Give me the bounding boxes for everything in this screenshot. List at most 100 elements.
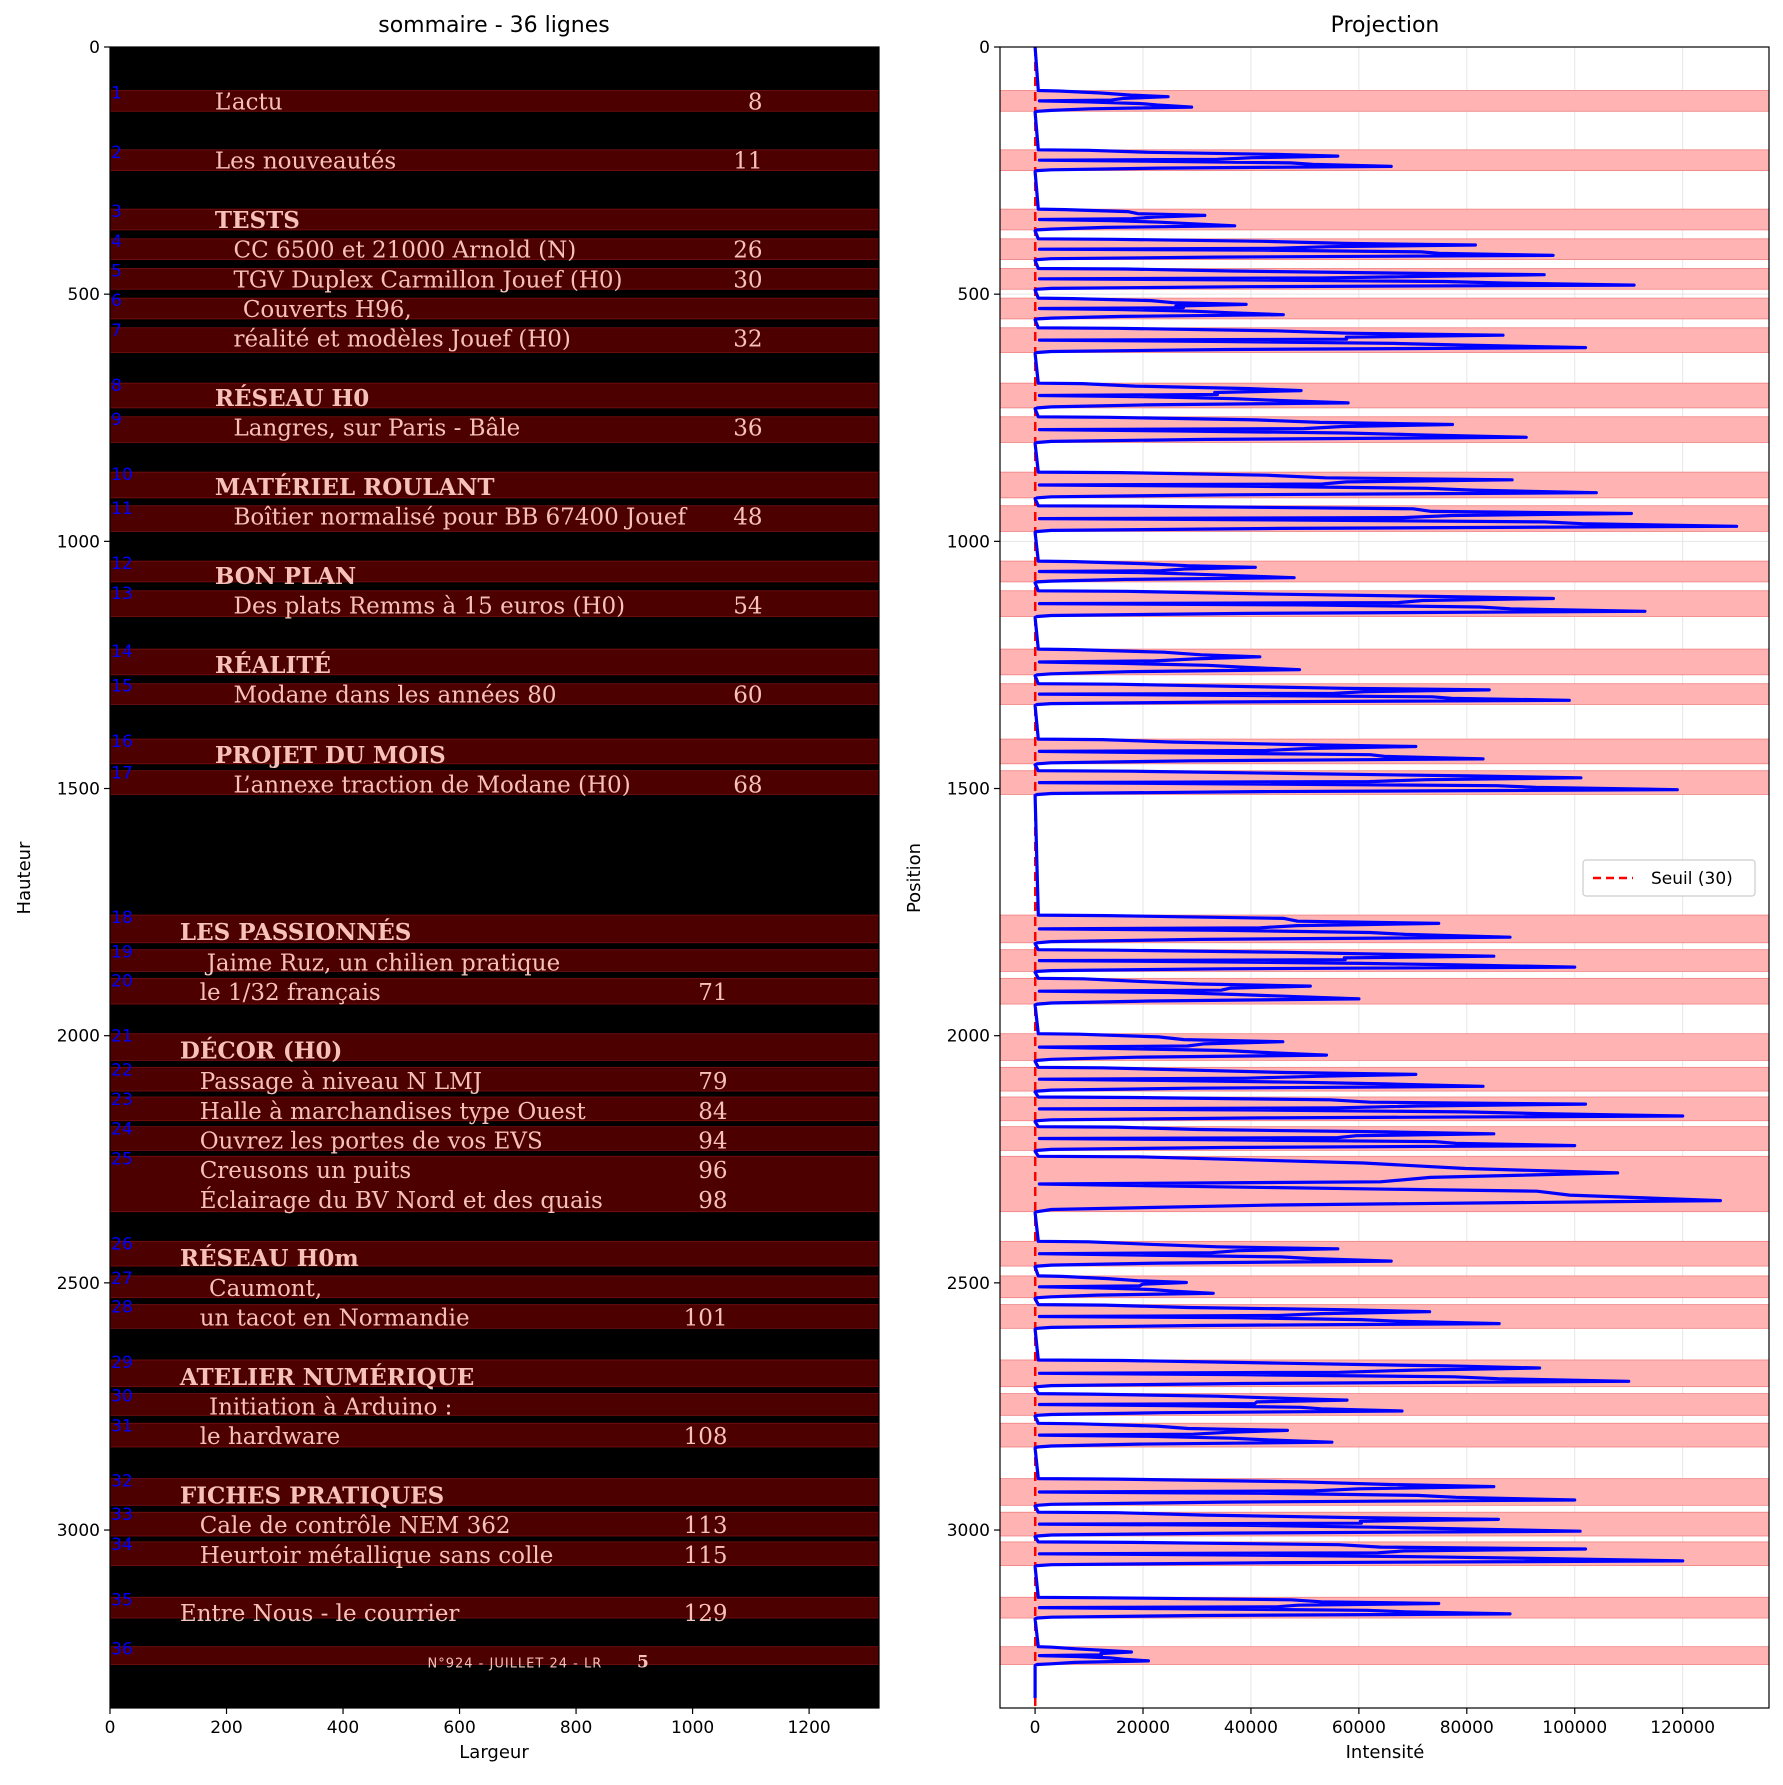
line-number-14: 14 bbox=[111, 642, 133, 662]
line-number-5: 5 bbox=[111, 261, 122, 281]
toc-row-text: le hardware bbox=[200, 1424, 341, 1450]
left-y-tick-label: 2500 bbox=[57, 1274, 100, 1294]
toc-row-text: DÉCOR (H0) bbox=[180, 1038, 342, 1065]
left-x-tick-label: 1000 bbox=[671, 1718, 714, 1738]
toc-row-text: FICHES PRATIQUES bbox=[180, 1482, 444, 1509]
line-number-31: 31 bbox=[111, 1416, 133, 1436]
toc-row-text: Modane dans les années 80 bbox=[234, 683, 557, 709]
left-x-tick-label: 400 bbox=[327, 1718, 359, 1738]
line-number-26: 26 bbox=[111, 1234, 133, 1254]
line-number-25: 25 bbox=[111, 1149, 133, 1169]
toc-row-text: L’actu bbox=[215, 89, 283, 115]
toc-row-text: Creusons un puits bbox=[200, 1158, 411, 1184]
left-x-tick-label: 200 bbox=[210, 1718, 242, 1738]
line-number-2: 2 bbox=[111, 143, 122, 163]
left-x-ticks: 0 200 400 600 800 1000 1200 bbox=[105, 1708, 831, 1738]
toc-row-text: N°924 - JUILLET 24 - LR bbox=[428, 1657, 603, 1672]
left-x-tick-label: 0 bbox=[105, 1718, 116, 1738]
toc-row-page: 36 bbox=[733, 416, 762, 442]
right-y-tick-label: 2000 bbox=[947, 1027, 990, 1047]
toc-row-page: 94 bbox=[698, 1128, 727, 1154]
toc-row-text: TGV Duplex Carmillon Jouef (H0) bbox=[234, 267, 623, 293]
left-axes-frame bbox=[109, 46, 880, 1709]
right-y-tick-label: 500 bbox=[958, 285, 990, 305]
toc-row-page: 26 bbox=[733, 238, 762, 264]
line-number-19: 19 bbox=[111, 943, 133, 963]
right-x-tick-label: 100000 bbox=[1542, 1718, 1607, 1738]
left-band-21 bbox=[109, 1033, 880, 1061]
toc-row-page: 96 bbox=[698, 1158, 727, 1184]
toc-row-text: Les nouveautés bbox=[215, 149, 396, 175]
right-x-ticks: 0 20000 40000 60000 80000 100000 120000 bbox=[1030, 1708, 1715, 1738]
toc-row-page: 108 bbox=[684, 1424, 728, 1450]
line-number-10: 10 bbox=[111, 465, 133, 485]
left-y-ticks: 0 500 1000 1500 2000 2500 3000 bbox=[57, 38, 110, 1541]
right-y-tick-label: 0 bbox=[979, 38, 990, 58]
right-x-tick-label: 80000 bbox=[1440, 1718, 1494, 1738]
toc-row-page: 5 bbox=[637, 1653, 649, 1673]
left-x-tick-label: 800 bbox=[560, 1718, 592, 1738]
toc-row-page: 101 bbox=[684, 1305, 728, 1331]
left-band-11 bbox=[109, 505, 880, 532]
toc-row-page: 48 bbox=[733, 505, 762, 531]
toc-row-page: 113 bbox=[684, 1513, 728, 1539]
right-x-tick-label: 0 bbox=[1030, 1718, 1041, 1738]
line-number-6: 6 bbox=[111, 291, 122, 311]
line-number-16: 16 bbox=[111, 732, 133, 752]
toc-row-text: CC 6500 et 21000 Arnold (N) bbox=[234, 238, 577, 264]
toc-row-text: RÉSEAU H0 bbox=[215, 385, 369, 412]
line-number-7: 7 bbox=[111, 321, 122, 341]
toc-row-text: L’annexe traction de Modane (H0) bbox=[234, 773, 631, 799]
right-x-tick-label: 40000 bbox=[1224, 1718, 1278, 1738]
left-y-tick-label: 500 bbox=[68, 285, 100, 305]
left-band-6 bbox=[109, 297, 880, 320]
legend-box bbox=[1582, 859, 1756, 897]
left-y-label: Hauteur bbox=[14, 841, 35, 915]
toc-row-text: Entre Nous - le courrier bbox=[180, 1601, 460, 1627]
toc-row-text: MATÉRIEL ROULANT bbox=[215, 474, 495, 501]
right-y-tick-label: 1500 bbox=[947, 780, 990, 800]
left-y-tick-label: 3000 bbox=[57, 1521, 100, 1541]
line-number-34: 34 bbox=[111, 1535, 133, 1555]
toc-row-text: Passage à niveau N LMJ bbox=[200, 1069, 482, 1095]
line-number-13: 13 bbox=[111, 584, 133, 604]
left-panel: sommaire - 36 lignes L’actu 8 Les nouveaut… bbox=[14, 13, 880, 1763]
right-y-tick-label: 1000 bbox=[947, 532, 990, 552]
right-x-tick-label: 60000 bbox=[1332, 1718, 1386, 1738]
toc-row-text: Des plats Remms à 15 euros (H0) bbox=[234, 594, 626, 620]
toc-row-page: 98 bbox=[698, 1188, 727, 1214]
left-band-32 bbox=[109, 1478, 880, 1506]
left-y-tick-label: 1500 bbox=[57, 780, 100, 800]
line-number-33: 33 bbox=[111, 1505, 133, 1525]
line-number-32: 32 bbox=[111, 1472, 133, 1492]
line-number-27: 27 bbox=[111, 1269, 133, 1289]
legend-threshold-label: Seuil (30) bbox=[1651, 869, 1733, 889]
toc-row-text: Heurtoir métallique sans colle bbox=[200, 1543, 554, 1569]
toc-row-page: 60 bbox=[733, 683, 762, 709]
toc-row-text: Ouvrez les portes de vos EVS bbox=[200, 1128, 543, 1154]
line-number-1: 1 bbox=[111, 84, 122, 104]
line-number-9: 9 bbox=[111, 410, 122, 430]
right-x-label: Intensité bbox=[1346, 1742, 1425, 1763]
left-x-label: Largeur bbox=[459, 1742, 529, 1763]
left-x-tick-label: 1200 bbox=[787, 1718, 830, 1738]
left-band-20 bbox=[109, 977, 880, 1005]
toc-row-page: 11 bbox=[733, 149, 762, 175]
left-y-tick-label: 2000 bbox=[57, 1027, 100, 1047]
left-image-background bbox=[110, 47, 879, 1708]
left-title: sommaire - 36 lignes bbox=[378, 13, 610, 38]
toc-row-text: ATELIER NUMÉRIQUE bbox=[179, 1364, 474, 1391]
toc-row-text: BON PLAN bbox=[215, 563, 356, 590]
left-band-29 bbox=[109, 1359, 880, 1388]
left-band-26 bbox=[109, 1240, 880, 1267]
left-y-tick-label: 0 bbox=[89, 38, 100, 58]
toc-row-page: 32 bbox=[733, 327, 762, 353]
line-number-24: 24 bbox=[111, 1120, 133, 1140]
toc-row-text: Cale de contrôle NEM 362 bbox=[200, 1513, 511, 1539]
left-band-10 bbox=[109, 471, 880, 499]
toc-row-page: 115 bbox=[684, 1543, 728, 1569]
line-number-15: 15 bbox=[111, 677, 133, 697]
toc-row-page: 84 bbox=[698, 1099, 727, 1125]
right-x-tick-label: 20000 bbox=[1116, 1718, 1170, 1738]
left-bands bbox=[109, 90, 880, 1665]
